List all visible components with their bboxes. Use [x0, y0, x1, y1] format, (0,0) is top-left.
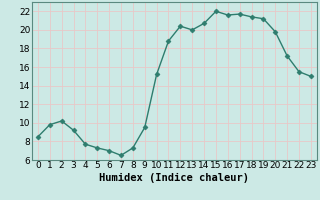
X-axis label: Humidex (Indice chaleur): Humidex (Indice chaleur): [100, 173, 249, 183]
